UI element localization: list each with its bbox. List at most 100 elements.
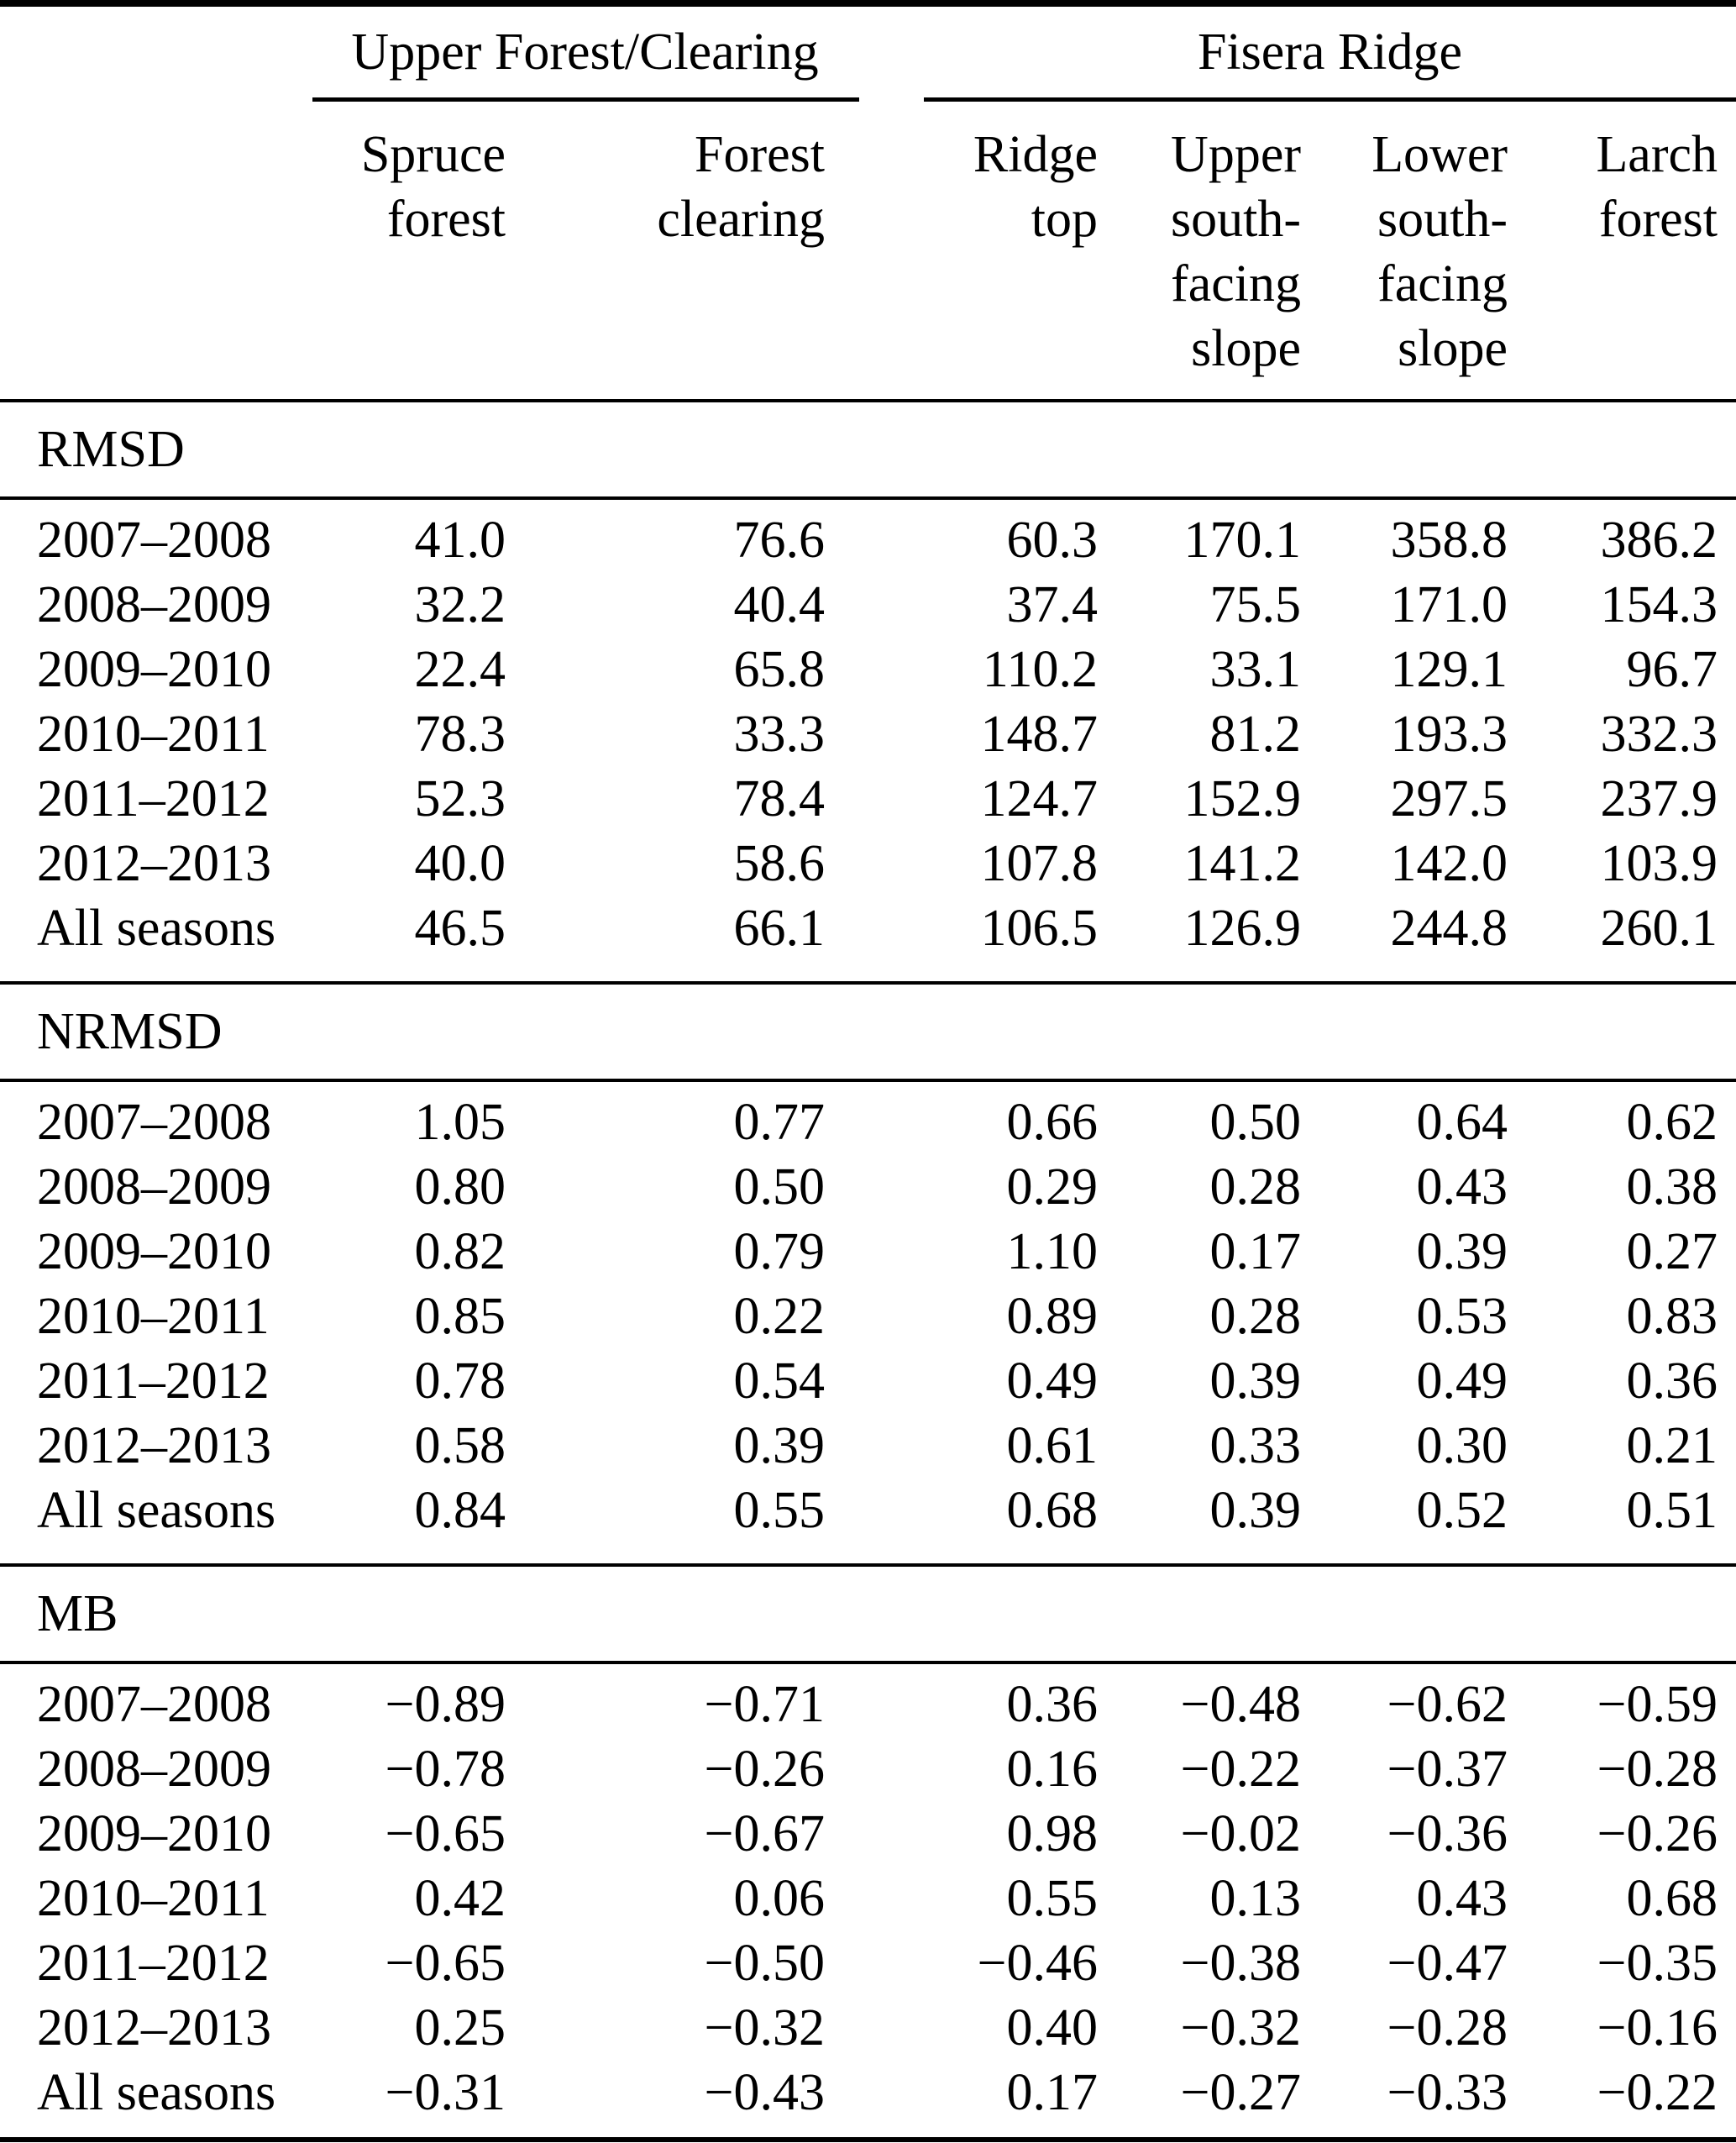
value-cell: 141.2 bbox=[1183, 835, 1302, 892]
value-cell: 0.36 bbox=[1626, 1353, 1718, 1410]
value-cell: 0.85 bbox=[414, 1288, 506, 1345]
value-cell: 0.38 bbox=[1626, 1158, 1718, 1216]
value-cell: −0.37 bbox=[1387, 1741, 1508, 1798]
value-cell: 124.7 bbox=[980, 770, 1099, 827]
value-cell: 129.1 bbox=[1390, 641, 1508, 698]
column-header-line: Spruce bbox=[360, 126, 506, 183]
row-label: 2010–2011 bbox=[37, 1288, 270, 1345]
column-header-line: top bbox=[1031, 191, 1098, 248]
section-label: MB bbox=[37, 1585, 118, 1642]
column-header-line: Ridge bbox=[973, 126, 1098, 183]
value-cell: −0.47 bbox=[1387, 1935, 1508, 1992]
section-label-row: RMSD bbox=[0, 402, 1736, 496]
row-label: 2012–2013 bbox=[37, 835, 271, 892]
value-cell: −0.59 bbox=[1597, 1676, 1718, 1733]
value-cell: −0.33 bbox=[1387, 2064, 1508, 2121]
column-header-line: forest bbox=[1598, 191, 1718, 248]
row-label: 2008–2009 bbox=[37, 1741, 271, 1798]
value-cell: 0.50 bbox=[1209, 1094, 1302, 1151]
section-top-rule bbox=[0, 399, 1736, 402]
value-cell: 193.3 bbox=[1390, 706, 1508, 763]
value-cell: 81.2 bbox=[1209, 706, 1302, 763]
value-cell: −0.65 bbox=[385, 1805, 506, 1862]
value-cell: 0.52 bbox=[1416, 1482, 1508, 1539]
column-header-line: south- bbox=[1171, 191, 1301, 248]
column-header-upper-south-facing-slope: Upper south- facing slope bbox=[1104, 123, 1308, 381]
value-cell: −0.26 bbox=[1597, 1805, 1718, 1862]
value-cell: 297.5 bbox=[1390, 770, 1508, 827]
value-cell: 126.9 bbox=[1183, 900, 1302, 957]
value-cell: 58.6 bbox=[733, 835, 826, 892]
value-cell: 0.21 bbox=[1626, 1417, 1718, 1474]
value-cell: 37.4 bbox=[1006, 576, 1099, 633]
value-cell: 170.1 bbox=[1183, 512, 1302, 569]
column-header-ridge-top: Ridge top bbox=[831, 123, 1104, 252]
row-label: 2011–2012 bbox=[37, 1935, 270, 1992]
value-cell: 0.66 bbox=[1006, 1094, 1099, 1151]
value-cell: 0.39 bbox=[733, 1417, 826, 1474]
table-row: 2008–2009 −0.78 −0.26 0.16 −0.22 −0.37 −0.28 bbox=[0, 1737, 1736, 1802]
value-cell: −0.28 bbox=[1597, 1741, 1718, 1798]
value-cell: −0.35 bbox=[1597, 1935, 1718, 1992]
row-label: 2007–2008 bbox=[37, 1676, 271, 1733]
value-cell: −0.50 bbox=[704, 1935, 825, 1992]
value-cell: 75.5 bbox=[1209, 576, 1302, 633]
value-cell: −0.48 bbox=[1180, 1676, 1301, 1733]
value-cell: 0.25 bbox=[414, 1999, 506, 2056]
value-cell: 40.0 bbox=[414, 835, 506, 892]
section-data-block: 2007–2008 1.05 0.77 0.66 0.50 0.64 0.62 2008–20… bbox=[0, 1082, 1736, 1563]
table-row: 2011–2012 52.3 78.4 124.7 152.9 297.5 237.9 bbox=[0, 767, 1736, 832]
table-row: All seasons 0.84 0.55 0.68 0.39 0.52 0.51 bbox=[0, 1479, 1736, 1543]
table-row: 2008–2009 32.2 40.4 37.4 75.5 171.0 154.3 bbox=[0, 573, 1736, 638]
table-top-rule bbox=[0, 0, 1736, 7]
value-cell: −0.62 bbox=[1387, 1676, 1508, 1733]
value-cell: 148.7 bbox=[980, 706, 1099, 763]
value-cell: −0.32 bbox=[1180, 1999, 1301, 2056]
value-cell: −0.43 bbox=[704, 2064, 825, 2121]
value-cell: 260.1 bbox=[1600, 900, 1718, 957]
row-label: 2008–2009 bbox=[37, 576, 271, 633]
value-cell: −0.71 bbox=[704, 1676, 825, 1733]
value-cell: 40.4 bbox=[733, 576, 826, 633]
value-cell: 33.1 bbox=[1209, 641, 1302, 698]
value-cell: −0.32 bbox=[704, 1999, 825, 2056]
value-cell: 22.4 bbox=[414, 641, 506, 698]
section-data-block: 2007–2008 −0.89 −0.71 0.36 −0.48 −0.62 −0.59 20… bbox=[0, 1664, 1736, 2137]
column-header-row: Spruce forest Forest clearing Ridge top … bbox=[0, 102, 1736, 399]
value-cell: 41.0 bbox=[414, 512, 506, 569]
table-row: 2007–2008 41.0 76.6 60.3 170.1 358.8 386.2 bbox=[0, 508, 1736, 573]
row-label: All seasons bbox=[37, 1482, 276, 1539]
value-cell: −0.65 bbox=[385, 1935, 506, 1992]
row-label: 2009–2010 bbox=[37, 641, 271, 698]
column-group-underlines bbox=[0, 97, 1736, 102]
value-cell: 0.39 bbox=[1209, 1353, 1302, 1410]
value-cell: 154.3 bbox=[1600, 576, 1718, 633]
table-row: 2012–2013 0.58 0.39 0.61 0.33 0.30 0.21 bbox=[0, 1414, 1736, 1479]
value-cell: −0.16 bbox=[1597, 1999, 1718, 2056]
value-cell: 0.68 bbox=[1006, 1482, 1099, 1539]
value-cell: 142.0 bbox=[1390, 835, 1508, 892]
value-cell: 96.7 bbox=[1626, 641, 1718, 698]
value-cell: 0.49 bbox=[1006, 1353, 1099, 1410]
value-cell: 65.8 bbox=[733, 641, 826, 698]
value-cell: −0.26 bbox=[704, 1741, 825, 1798]
value-cell: 152.9 bbox=[1183, 770, 1302, 827]
value-cell: −0.36 bbox=[1387, 1805, 1508, 1862]
value-cell: 358.8 bbox=[1390, 512, 1508, 569]
row-label: 2007–2008 bbox=[37, 1094, 271, 1151]
section-header-rule bbox=[0, 1079, 1736, 1082]
value-cell: 0.51 bbox=[1626, 1482, 1718, 1539]
column-header-spruce-forest: Spruce forest bbox=[311, 123, 512, 252]
column-header-line: Forest bbox=[695, 126, 825, 183]
value-cell: 0.43 bbox=[1416, 1870, 1508, 1927]
fisera-ridge-underline bbox=[924, 97, 1736, 102]
value-cell: 0.79 bbox=[733, 1223, 826, 1280]
value-cell: 0.58 bbox=[414, 1417, 506, 1474]
value-cell: 0.49 bbox=[1416, 1353, 1508, 1410]
value-cell: 0.27 bbox=[1626, 1223, 1718, 1280]
value-cell: 0.39 bbox=[1209, 1482, 1302, 1539]
value-cell: 0.89 bbox=[1006, 1288, 1099, 1345]
column-header-line: Upper bbox=[1171, 126, 1301, 183]
value-cell: −0.27 bbox=[1180, 2064, 1301, 2121]
